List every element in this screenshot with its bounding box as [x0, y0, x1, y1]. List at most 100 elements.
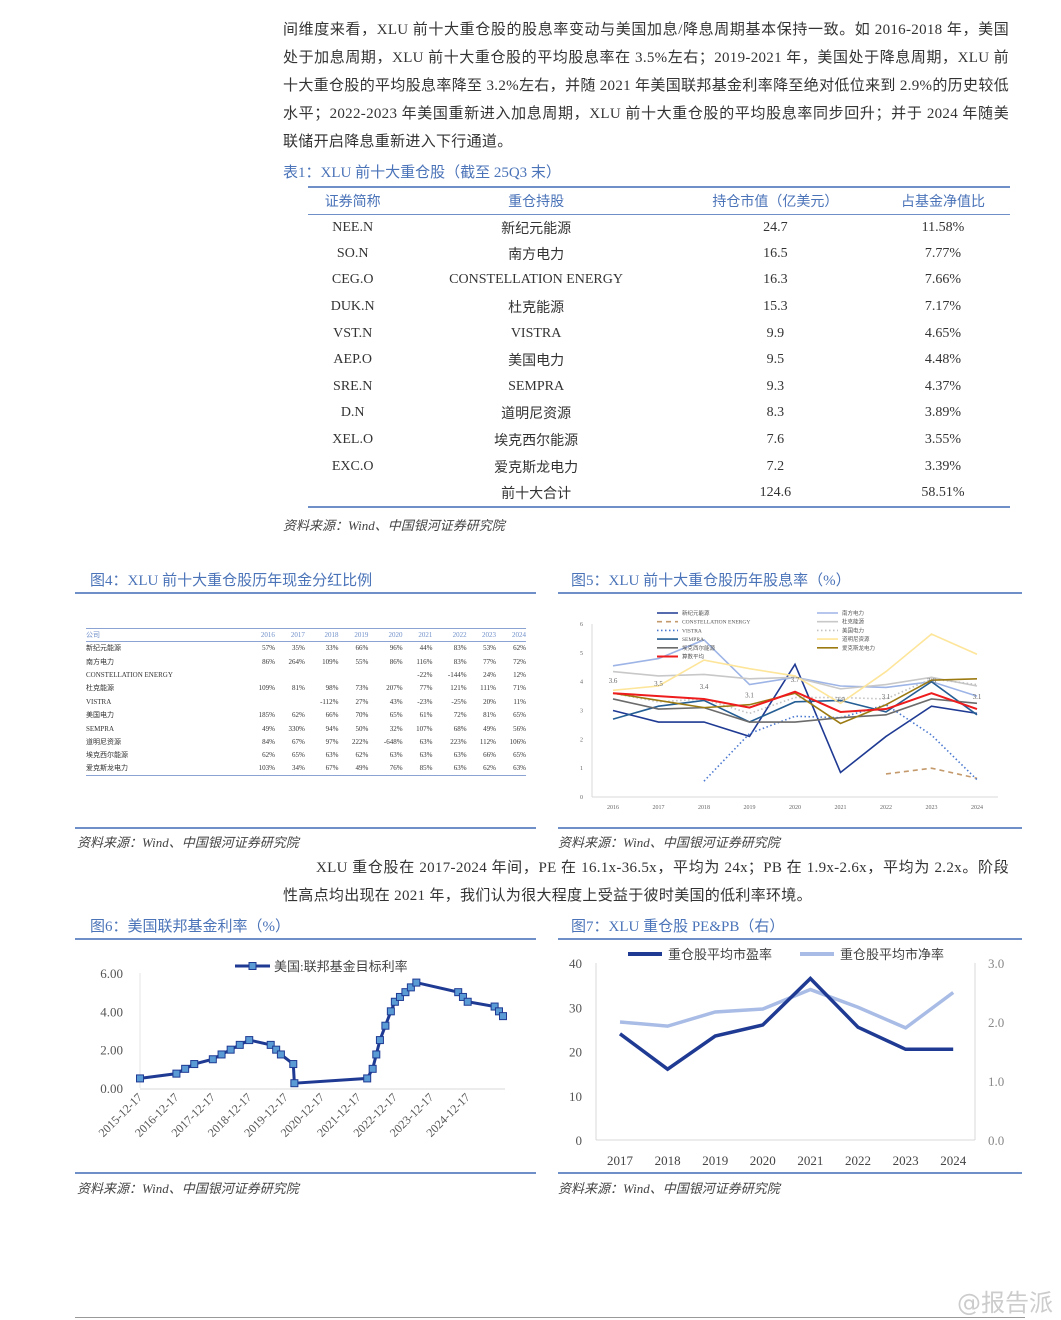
table-cell: VST.N — [333, 325, 373, 341]
table-cell: 72% — [513, 657, 526, 666]
table-cell: 106% — [509, 737, 526, 746]
table-cell: 62% — [291, 711, 305, 720]
table-cell: 83% — [453, 657, 467, 666]
table-cell: 35% — [291, 644, 305, 653]
table-cell: 96% — [389, 644, 403, 653]
y-tick-label: 3 — [580, 709, 583, 715]
data-point — [390, 997, 399, 1006]
table-cell: 111% — [480, 684, 496, 693]
table-row: 美国电力 185% 62% 66% 70% 65% 61% 72% 81% 65% — [86, 708, 526, 721]
table-cell: 86% — [389, 657, 403, 666]
table-cell: 27% — [355, 697, 369, 706]
data-point — [290, 1079, 299, 1088]
data-label: 3.4 — [700, 683, 709, 691]
table-cell: 49% — [483, 724, 496, 733]
series-line — [612, 690, 978, 713]
legend-label: SEMPRA — [682, 637, 704, 643]
divider — [558, 592, 1022, 594]
series-line — [619, 987, 955, 1030]
table-cell: 63% — [419, 751, 433, 760]
table-cell: 33% — [325, 644, 339, 653]
table-cell: 南方电力 — [508, 247, 565, 263]
column-header: 重仓持股 — [397, 187, 675, 215]
table-cell: 97% — [325, 737, 339, 746]
table-cell: 109% — [322, 657, 339, 666]
data-point — [136, 1074, 144, 1083]
table-cell — [275, 668, 305, 681]
column-header: 2020 — [368, 628, 403, 642]
table-cell: -144% — [447, 670, 467, 679]
y-right-tick-label: 2.0 — [988, 1015, 1004, 1030]
table-cell: 103% — [258, 764, 275, 773]
column-header: 证券简称 — [308, 187, 398, 215]
table-cell: 107% — [416, 724, 433, 733]
data-point — [375, 1036, 384, 1045]
fig5-source: 资料来源：Wind、中国银河证券研究院 — [558, 835, 780, 850]
column-header: 2023 — [466, 628, 496, 642]
y-tick-label: 0 — [580, 795, 583, 801]
table-cell: 84% — [262, 737, 275, 746]
data-point — [172, 1069, 181, 1078]
table-cell: AEP.O — [333, 352, 372, 368]
x-tick-label: 2016 — [607, 805, 619, 811]
data-point — [363, 1074, 372, 1083]
x-tick-label: 2019 — [702, 1153, 728, 1168]
y-tick-label: 10 — [569, 1089, 582, 1104]
data-point — [381, 1021, 390, 1030]
table1-source: 资料来源：Wind、中国银河证券研究院 — [283, 518, 505, 533]
table-cell: 67% — [291, 737, 305, 746]
table-cell: 71% — [513, 684, 526, 693]
table-cell: 65% — [389, 711, 403, 720]
legend-label: 美国电力 — [842, 626, 864, 634]
table-cell: 美国电力 — [86, 711, 114, 720]
table-cell: 85% — [419, 764, 433, 773]
table-cell: 67% — [325, 764, 339, 773]
data-point — [181, 1064, 190, 1073]
table-cell: -23% — [417, 697, 433, 706]
divider — [75, 938, 536, 940]
table-cell: 70% — [355, 711, 369, 720]
table-cell: D.N — [340, 405, 365, 421]
table-cell: 埃克西尔能源 — [494, 434, 579, 450]
table-cell: 11% — [513, 697, 526, 706]
y-tick-label: 0 — [576, 1133, 583, 1148]
data-point — [245, 1036, 254, 1045]
table-cell: 4.37% — [924, 378, 962, 394]
column-header: 2018 — [304, 628, 339, 642]
table-cell: 86% — [262, 657, 275, 666]
table-cell: 34% — [291, 764, 305, 773]
x-tick-label: 2020 — [750, 1153, 776, 1168]
table-cell: 道明尼资源 — [501, 407, 572, 423]
table-cell: SO.N — [336, 245, 369, 261]
table-cell — [305, 668, 339, 681]
table-cell: 66% — [355, 644, 369, 653]
table-cell: 32% — [389, 724, 403, 733]
table-cell: CEG.O — [331, 272, 374, 288]
series-line — [612, 698, 978, 723]
table-row: DUK.N 杜克能源 15.3 7.17% — [308, 294, 1010, 321]
legend-label: CONSTELLATION ENERGY — [682, 620, 750, 626]
data-point — [406, 983, 415, 992]
table-cell — [245, 668, 275, 681]
table-cell: 爱克斯龙电力 — [494, 460, 579, 476]
table-cell — [275, 695, 305, 708]
table-cell: VISTRA — [86, 697, 112, 706]
y-tick-label: 30 — [569, 1000, 582, 1015]
table-cell: 7.66% — [924, 272, 962, 288]
x-tick-label: 2024 — [940, 1153, 967, 1168]
series-line — [612, 677, 978, 725]
table-cell: 11.58% — [921, 219, 965, 235]
table-cell: 16.5 — [763, 245, 788, 261]
x-tick-label: 2020 — [789, 805, 801, 811]
table-row: SO.N 南方电力 16.5 7.77% — [308, 241, 1010, 268]
table-cell: 68% — [453, 724, 467, 733]
fig7-title: 图7：XLU 重仓股 PE&PB（右） — [571, 919, 785, 935]
y-tick-label: 1 — [580, 766, 583, 772]
data-point — [401, 988, 410, 997]
table-cell: 66% — [483, 751, 496, 760]
divider — [558, 938, 1022, 940]
divider — [75, 592, 536, 594]
table-cell: 12% — [513, 670, 526, 679]
table-cell: -648% — [383, 737, 403, 746]
table-cell: 121% — [450, 684, 467, 693]
